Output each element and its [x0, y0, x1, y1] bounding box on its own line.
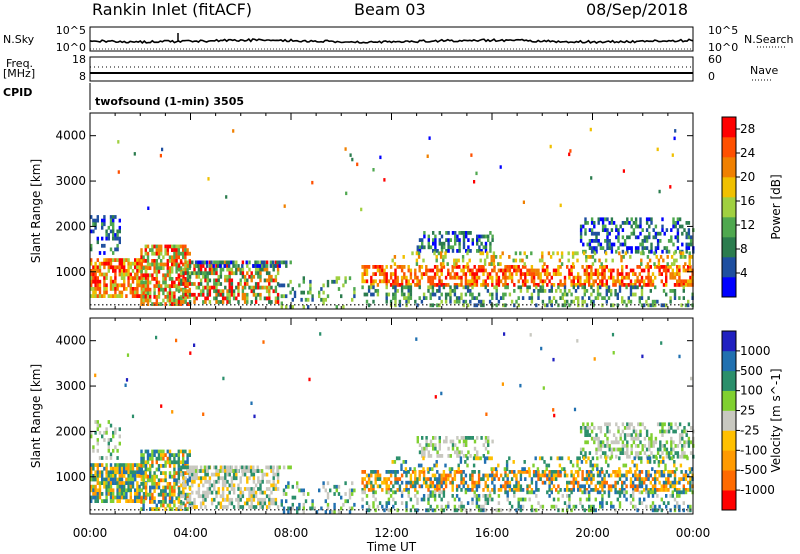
power-colorbar-segment [722, 237, 736, 258]
noise-tick-left-top: 10^5 [56, 24, 86, 37]
cpid-mode-text: twofsound (1-min) 3505 [95, 95, 245, 108]
noise-search-label: N.Search [744, 33, 794, 46]
power-colorbar-label: 24 [740, 146, 755, 160]
velocity-colorbar-segment [722, 450, 736, 471]
x-tick-label: 12:00 [374, 526, 409, 540]
y-tick-label: 2000 [55, 219, 86, 233]
nave-label: Nave [750, 64, 779, 77]
velocity-colorbar-segment [722, 390, 736, 411]
y-tick-label: 4000 [55, 334, 86, 348]
power-colorbar-segment [722, 137, 736, 158]
velocity-colorbar-label: 500 [740, 364, 763, 378]
power-colorbar-segment [722, 177, 736, 198]
y-tick-label: 4000 [55, 129, 86, 143]
power-colorbar-segment [722, 117, 736, 138]
noise-sky-trace [89, 38, 694, 44]
cpid-label: CPID [3, 86, 33, 99]
power-panel [89, 112, 695, 310]
velocity-colorbar-label: -100 [740, 443, 767, 457]
velocity-colorbar-title: Velocity [m s^-1] [769, 368, 783, 472]
beam-label: Beam 03 [354, 0, 426, 19]
velocity-ylabel: Slant Range [km] [29, 364, 43, 468]
y-tick-label: 1000 [55, 265, 86, 279]
velocity-colorbar-label: 1000 [740, 344, 771, 358]
velocity-colorbar-segment [722, 490, 736, 511]
noise-panel [89, 26, 787, 52]
velocity-colorbar-frame [721, 330, 737, 511]
power-cells [90, 127, 695, 309]
noise-tick-right-top: 10^5 [708, 24, 738, 37]
x-tick-label: 16:00 [475, 526, 510, 540]
velocity-colorbar-segment [722, 410, 736, 431]
x-axis-label: Time UT [366, 540, 417, 554]
power-colorbar-segment [722, 257, 736, 278]
y-tick-label: 3000 [55, 174, 86, 188]
velocity-colorbar-segment [722, 350, 736, 372]
freq-panel-frame [89, 56, 694, 82]
power-ylabel: Slant Range [km] [29, 159, 43, 263]
radar-title: Rankin Inlet (fitACF) [92, 0, 253, 19]
x-tick-label: 04:00 [173, 526, 208, 540]
frequency-panel [89, 56, 772, 82]
x-tick-label: 20:00 [575, 526, 610, 540]
velocity-panel [89, 317, 695, 515]
velocity-colorbar-label: 25 [740, 404, 755, 418]
freq-label: Freq. [6, 57, 34, 70]
y-tick-label: 1000 [55, 470, 86, 484]
nave-tick-top: 60 [708, 53, 722, 66]
y-tick-label: 3000 [55, 379, 86, 393]
velocity-colorbar-segment [722, 470, 736, 491]
freq-tick-top: 18 [72, 53, 86, 66]
power-colorbar-label: 8 [740, 242, 748, 256]
noise-tick-left-bot: 10^0 [56, 41, 86, 54]
noise-sky-label: N.Sky [3, 33, 35, 46]
power-colorbar-label: 16 [740, 194, 755, 208]
colorbars [721, 116, 740, 511]
velocity-colorbar-label: -1000 [740, 483, 775, 497]
velocity-colorbar-label: -25 [740, 423, 760, 437]
noise-tick-right-bot: 10^0 [708, 41, 738, 54]
freq-unit-label: [MHz] [3, 67, 36, 80]
velocity-colorbar-segment [722, 370, 736, 391]
power-colorbar-frame [721, 116, 737, 298]
nave-tick-bot: 0 [708, 70, 715, 83]
noise-panel-frame [89, 26, 694, 52]
y-tick-label: 2000 [55, 424, 86, 438]
power-colorbar-label: 12 [740, 218, 755, 232]
velocity-colorbar-label: 100 [740, 384, 763, 398]
power-colorbar-title: Power [dB] [769, 174, 783, 239]
axis-text: 10^510^010^510^01886001000200030004000Sl… [29, 24, 783, 554]
power-colorbar-label: 4 [740, 266, 748, 280]
power-colorbar-label: 28 [740, 122, 755, 136]
power-colorbar-segment [722, 217, 736, 238]
date-label: 08/Sep/2018 [586, 0, 689, 19]
velocity-colorbar-segment [722, 430, 736, 451]
power-colorbar-segment [722, 277, 736, 298]
power-colorbar-segment [722, 157, 736, 178]
power-colorbar-label: 20 [740, 170, 755, 184]
x-tick-label: 00:00 [73, 526, 108, 540]
power-colorbar-segment [722, 197, 736, 218]
velocity-cells [90, 332, 695, 514]
velocity-colorbar-segment [722, 331, 736, 352]
x-tick-label: 00:00 [676, 526, 711, 540]
velocity-colorbar-label: -500 [740, 463, 767, 477]
x-tick-label: 08:00 [274, 526, 309, 540]
freq-tick-bot: 8 [79, 70, 86, 83]
